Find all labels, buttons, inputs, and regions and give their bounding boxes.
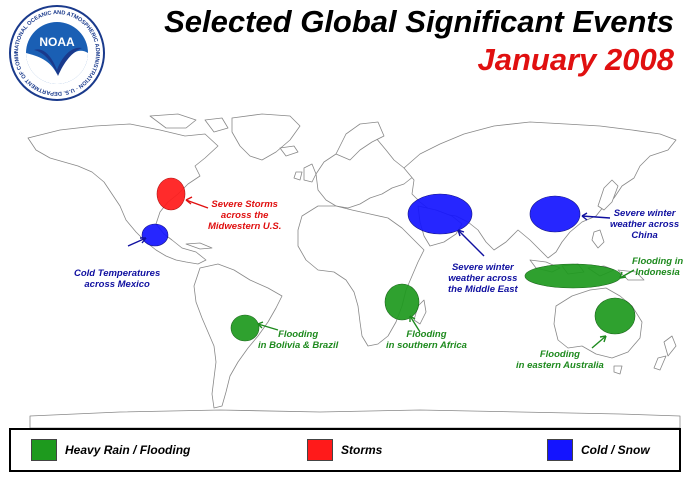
world-map [27,113,681,429]
label-mexico-cold: Cold Temperatures across Mexico [74,268,161,290]
scandinavia [335,121,385,161]
iceland [279,145,299,157]
africa [297,205,425,347]
event-area-indonesia-flood [524,263,622,289]
philippines [591,229,605,249]
event-area-china-cold [529,195,581,233]
legend-swatch-cold [547,439,573,461]
label-eastern-australia-flood: Flooding in eastern Australia [516,349,604,371]
label-middle-east-cold: Severe winter weather across the Middle … [448,262,518,295]
new-zealand [653,335,677,371]
greenland [231,113,301,161]
arrow-middle-east-cold [457,229,485,257]
legend-item-flooding: Heavy Rain / Flooding [31,439,190,461]
label-indonesia-flood: Flooding in Indonesia [632,256,684,278]
tasmania [613,365,623,375]
event-area-mexico-cold [141,223,169,247]
arrow-china-cold [581,215,611,219]
arrow-mexico-cold [127,237,147,247]
event-area-middle-east-cold [407,193,473,235]
event-area-eastern-australia-flood [594,297,636,335]
logo-center-text: NOAA [39,35,75,49]
legend-item-storms: Storms [307,439,382,461]
arctic-islands [149,113,229,133]
legend-item-cold: Cold / Snow [547,439,650,461]
legend-label-storms: Storms [341,443,383,457]
arrow-eastern-australia-flood [591,335,607,349]
legend-swatch-flooding [31,439,57,461]
legend-label-flooding: Heavy Rain / Flooding [65,443,191,457]
event-area-midwest-storms [156,177,186,211]
arrow-midwest-storms [185,199,209,209]
arrow-bolivia-brazil-flood [257,323,279,331]
legend-swatch-storms [307,439,333,461]
north-america [27,123,219,265]
label-southern-africa-flood: Flooding in southern Africa [386,329,467,351]
noaa-logo: NATIONAL OCEANIC AND ATMOSPHERIC ADMINIS… [8,4,105,101]
cuba [185,242,213,250]
british-isles [293,163,317,183]
event-area-southern-africa-flood [384,283,420,321]
map-title: Selected Global Significant Events [164,4,674,39]
legend: Heavy Rain / Flooding Storms Cold / Snow [9,428,681,472]
japan [597,179,619,211]
label-bolivia-brazil-flood: Flooding in Bolivia & Brazil [258,329,339,351]
arrow-southern-africa-flood [409,315,421,333]
event-areas [141,177,636,342]
map-subtitle: January 2008 [477,42,674,77]
legend-label-cold: Cold / Snow [581,443,650,457]
label-china-cold: Severe winter weather across China [610,208,680,241]
arrow-indonesia-flood [619,269,635,279]
label-midwest-storms: Severe Storms across the Midwestern U.S. [208,199,282,232]
madagascar [413,299,427,325]
antarctica [29,409,681,429]
event-area-bolivia-brazil-flood [230,314,260,342]
